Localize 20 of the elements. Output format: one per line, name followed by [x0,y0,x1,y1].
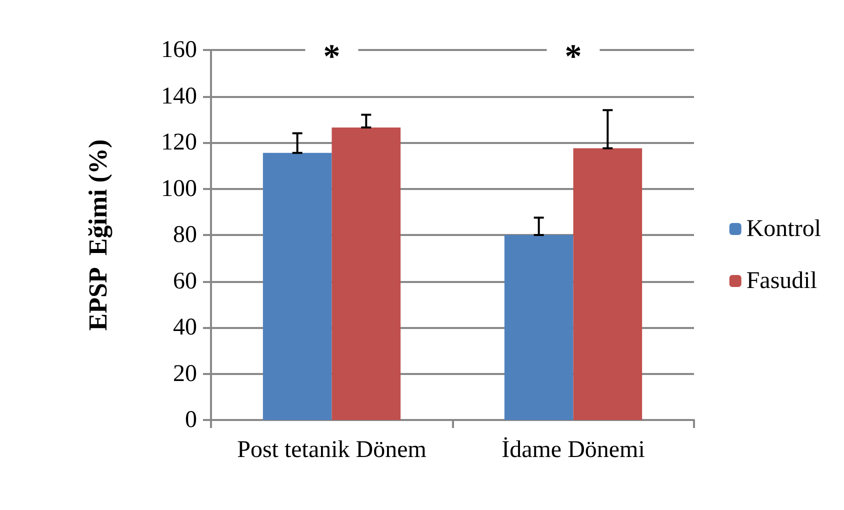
x-tick-label: İdame Dönemi [502,437,646,463]
y-tick-label: 100 [161,176,197,202]
bar [262,152,332,420]
y-tick-label: 120 [161,130,197,156]
y-tick-label: 80 [173,222,197,248]
y-tick-label: 0 [185,407,197,433]
y-tick-label: 140 [161,83,197,110]
y-axis-title: EPSP Eğimi (%) [84,139,112,331]
y-tick-label: 20 [173,360,197,387]
bar [504,235,574,420]
legend-label: Kontrol [746,216,822,242]
legend-label: Fasudil [746,268,818,294]
annotation: * [564,38,582,76]
bar [332,127,401,420]
y-tick-label: 60 [173,268,197,294]
y-tick-label: 40 [173,314,197,340]
annotation: * [323,38,340,76]
x-tick-label: Post tetanik Dönem [237,437,427,463]
bar [573,148,642,420]
y-tick-label: 160 [161,37,197,63]
